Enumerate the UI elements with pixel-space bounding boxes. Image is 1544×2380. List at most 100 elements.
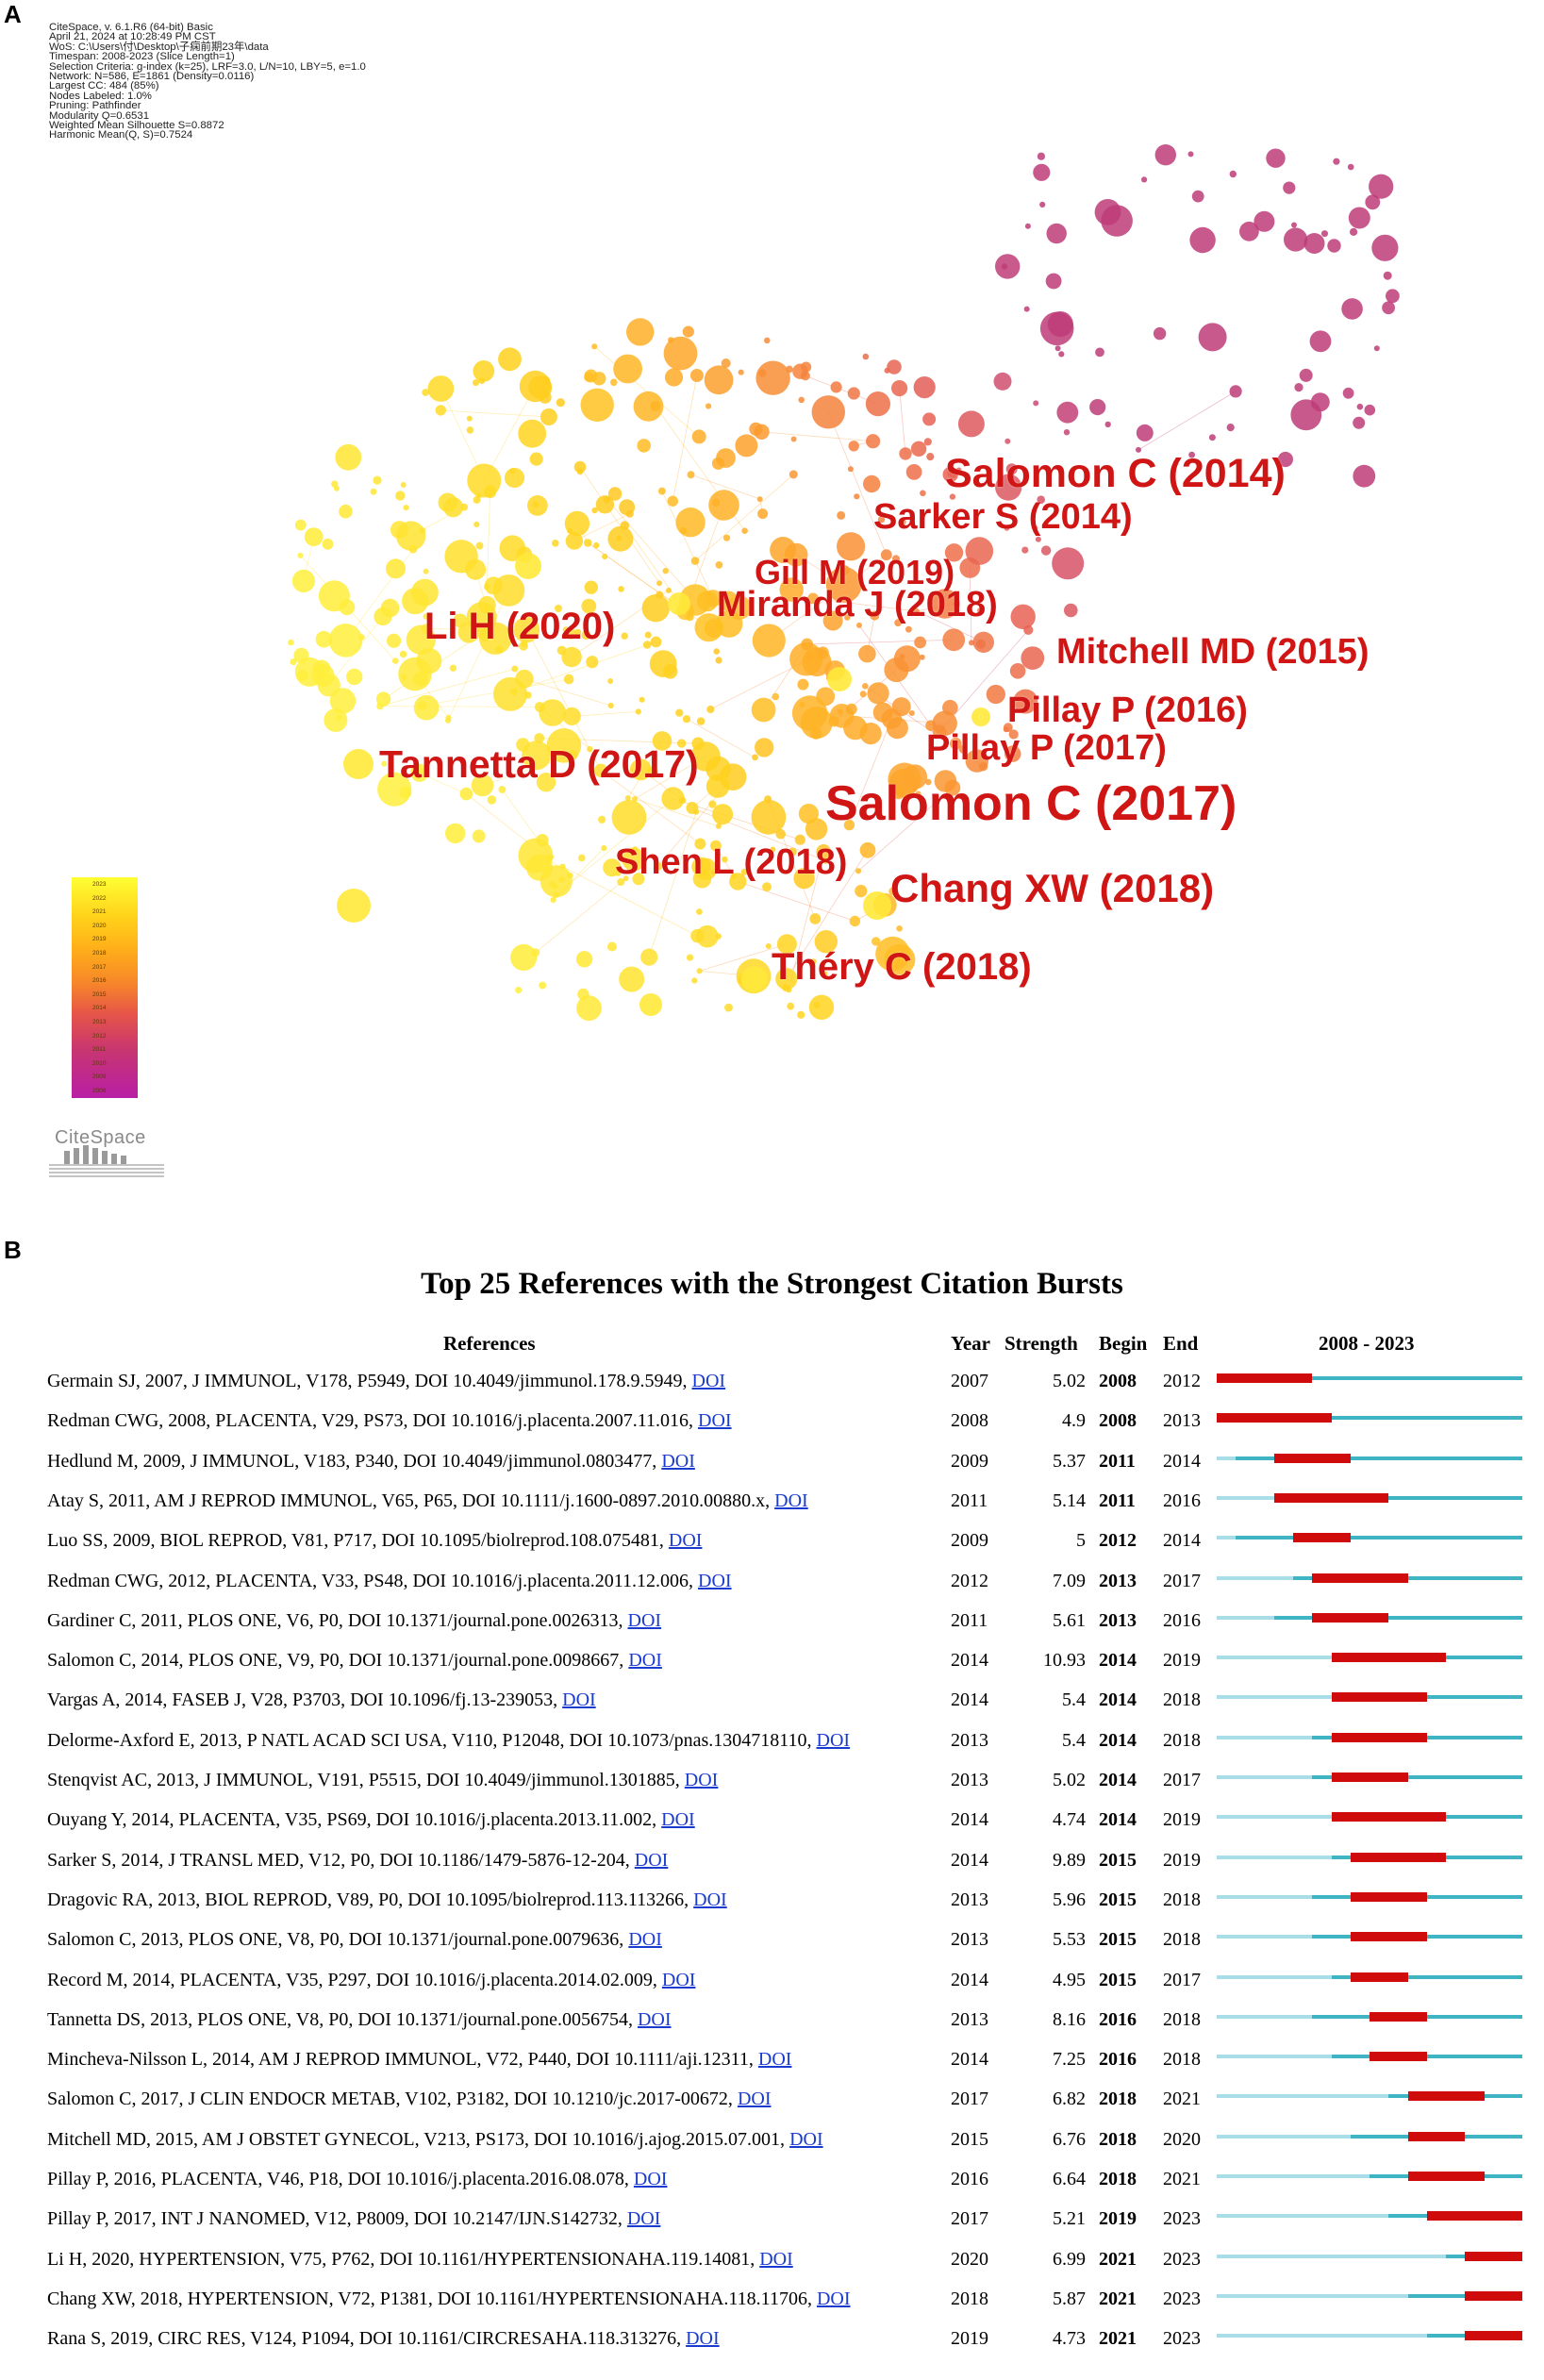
burst-strength: 6.64	[1053, 2169, 1086, 2189]
network-node	[1353, 464, 1376, 488]
network-node	[625, 509, 634, 518]
network-node	[653, 861, 663, 872]
doi-link[interactable]: DOI	[691, 1371, 726, 1391]
network-node	[877, 515, 886, 524]
burst-end: 2013	[1163, 1410, 1201, 1432]
network-node	[1188, 451, 1195, 458]
network-node	[722, 534, 731, 541]
burst-end: 2019	[1163, 1650, 1201, 1672]
burst-begin: 2014	[1099, 1809, 1137, 1831]
legend-year-label: 2010	[92, 1059, 107, 1067]
doi-link[interactable]: DOI	[757, 2049, 792, 2071]
network-node	[995, 254, 1021, 279]
reference-text: Stenqvist AC, 2013, J IMMUNOL, V191, P55…	[47, 1770, 718, 1791]
doi-link[interactable]: DOI	[628, 1650, 662, 1672]
doi-link[interactable]: DOI	[668, 1530, 703, 1552]
network-node	[556, 645, 567, 656]
doi-link[interactable]: DOI	[816, 2288, 851, 2309]
burst-end: 2021	[1163, 2169, 1201, 2189]
network-node	[358, 634, 365, 641]
network-node	[423, 613, 429, 620]
network-edge	[806, 639, 955, 645]
doi-link[interactable]: DOI	[626, 2208, 661, 2230]
doi-link[interactable]: DOI	[684, 1770, 719, 1790]
doi-link[interactable]: DOI	[627, 1609, 662, 1631]
doi-link[interactable]: DOI	[562, 1689, 596, 1711]
network-node	[822, 610, 843, 631]
network-node	[880, 549, 892, 561]
network-node	[395, 491, 406, 501]
doi-link[interactable]: DOI	[816, 1729, 851, 1751]
burst-end: 2023	[1163, 2248, 1201, 2270]
doi-link[interactable]: DOI	[789, 2128, 823, 2150]
reference-text: Record M, 2014, PLACENTA, V35, P297, DOI…	[47, 1970, 695, 1991]
network-node	[656, 591, 664, 599]
burst-strength: 4.73	[1053, 2328, 1086, 2350]
network-node	[633, 391, 664, 422]
doi-link[interactable]: DOI	[637, 2008, 672, 2030]
network-node	[972, 631, 995, 653]
node-label: Sarker S (2014)	[873, 497, 1133, 537]
reference-citation: Hedlund M, 2009, J IMMUNOL, V183, P340, …	[47, 1450, 662, 1472]
doi-link[interactable]: DOI	[774, 1490, 808, 1511]
timeline-before-publication	[1217, 2334, 1427, 2338]
network-node	[1052, 547, 1085, 580]
network-node	[565, 532, 584, 550]
legend-year-label: 2013	[92, 1019, 107, 1025]
network-node	[1353, 416, 1366, 429]
network-node	[515, 987, 523, 994]
node-label: Salomon C (2014)	[945, 451, 1286, 496]
doi-link[interactable]: DOI	[686, 2328, 720, 2350]
doi-link[interactable]: DOI	[698, 1570, 732, 1591]
network-node	[1004, 524, 1010, 531]
burst-end: 2017	[1163, 1770, 1201, 1790]
network-node	[789, 470, 798, 479]
burst-begin: 2015	[1099, 1849, 1137, 1871]
network-node	[623, 875, 629, 882]
burst-strength: 6.76	[1053, 2128, 1086, 2150]
doi-link[interactable]: DOI	[628, 1929, 662, 1951]
doi-link[interactable]: DOI	[661, 1969, 696, 1990]
network-node	[640, 948, 658, 966]
doi-link[interactable]: DOI	[737, 2089, 772, 2110]
co-citation-network	[288, 144, 1400, 1022]
burst-begin: 2008	[1099, 1371, 1137, 1391]
timeline-after-publication	[1236, 1536, 1522, 1540]
doi-link[interactable]: DOI	[633, 2169, 668, 2189]
network-node	[639, 993, 662, 1016]
network-node	[1024, 223, 1031, 229]
burst-duration-bar	[1465, 2251, 1522, 2261]
burst-end: 2018	[1163, 1929, 1201, 1951]
doi-link[interactable]: DOI	[661, 1450, 695, 1472]
info-line: Modularity Q=0.6531	[49, 109, 150, 122]
network-node	[315, 630, 333, 648]
burst-strength: 5.4	[1062, 1689, 1086, 1711]
network-node	[1191, 190, 1204, 203]
legend-year-label: 2008	[92, 1088, 107, 1094]
doi-link[interactable]: DOI	[759, 2248, 793, 2270]
network-node	[493, 676, 527, 711]
doi-link[interactable]: DOI	[634, 1849, 669, 1871]
network-node	[1327, 239, 1341, 253]
doi-link[interactable]: DOI	[698, 1410, 732, 1432]
burst-strength: 5.37	[1053, 1450, 1086, 1472]
network-edge	[379, 668, 515, 707]
reference-citation: Salomon C, 2017, J CLIN ENDOCR METAB, V1…	[47, 2089, 738, 2110]
network-node	[410, 763, 429, 782]
network-node	[1321, 230, 1328, 238]
timeline-before-publication	[1217, 1815, 1332, 1820]
burst-row: Chang XW, 2018, HYPERTENSION, V72, P1381…	[0, 2288, 1544, 2328]
network-node	[509, 688, 518, 696]
burst-begin: 2016	[1099, 2008, 1137, 2030]
network-node	[807, 592, 819, 605]
doi-link[interactable]: DOI	[661, 1809, 695, 1831]
burst-duration-bar	[1273, 1492, 1389, 1503]
info-line: CiteSpace, v. 6.1.R6 (64-bit) Basic	[49, 22, 213, 33]
doi-link[interactable]: DOI	[693, 1889, 727, 1910]
timeline-before-publication	[1217, 2174, 1370, 2178]
network-node	[657, 487, 666, 495]
network-node	[513, 616, 540, 643]
network-edge	[486, 491, 490, 587]
network-node	[637, 439, 651, 453]
info-line: Weighted Mean Silhouette S=0.8872	[49, 120, 224, 132]
